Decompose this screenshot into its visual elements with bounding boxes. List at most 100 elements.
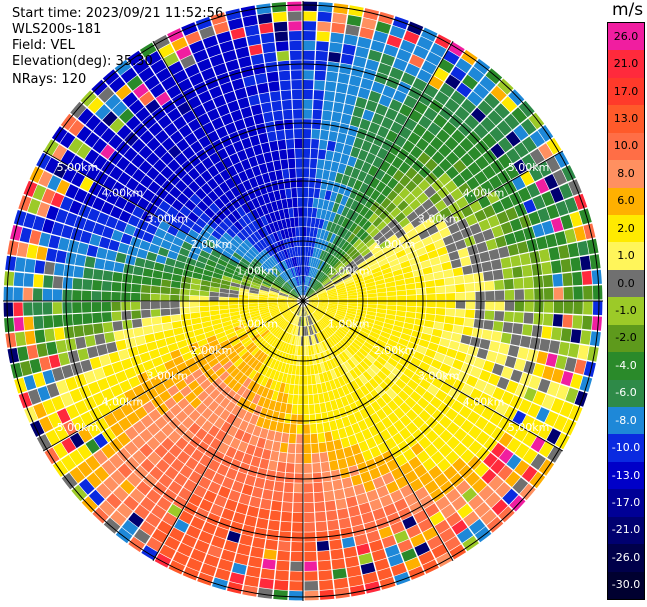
velocity-gate (26, 244, 38, 259)
velocity-gate (242, 15, 258, 27)
velocity-gate (212, 577, 228, 591)
velocity-gate (551, 217, 564, 233)
velocity-gate (248, 298, 258, 301)
velocity-gate (268, 293, 278, 297)
velocity-gate (297, 197, 303, 207)
velocity-gate (83, 192, 97, 207)
velocity-gate (410, 217, 423, 228)
velocity-gate (416, 345, 427, 355)
velocity-gate (390, 239, 401, 249)
velocity-gate (261, 102, 272, 113)
velocity-gate (368, 122, 380, 134)
velocity-gate (288, 158, 296, 169)
velocity-gate (276, 560, 290, 571)
velocity-gate (274, 580, 289, 591)
velocity-gate (348, 575, 364, 587)
velocity-gate (303, 285, 306, 296)
velocity-gate (262, 331, 271, 340)
velocity-gate (406, 295, 417, 301)
velocity-gate (246, 326, 256, 334)
velocity-gate (218, 517, 232, 530)
velocity-gate (196, 234, 208, 245)
velocity-gate (400, 260, 411, 269)
velocity-gate (273, 370, 280, 381)
velocity-gate (115, 84, 132, 100)
velocity-gate (308, 315, 312, 325)
velocity-gate (286, 248, 292, 258)
velocity-gate (256, 468, 268, 479)
velocity-gate (298, 395, 303, 405)
velocity-gate (284, 283, 292, 291)
velocity-gate (334, 587, 350, 599)
velocity-gate (350, 268, 360, 276)
velocity-gate (53, 442, 68, 459)
velocity-gate (174, 166, 187, 179)
velocity-gate (368, 49, 383, 62)
velocity-gate (286, 198, 293, 208)
velocity-gate (72, 278, 83, 290)
velocity-gate (268, 257, 277, 266)
velocity-gate (78, 204, 92, 219)
velocity-gate (204, 264, 215, 272)
velocity-gate (156, 459, 170, 473)
velocity-gate (409, 199, 421, 211)
velocity-gate (319, 189, 326, 200)
velocity-gate (299, 266, 302, 276)
velocity-gate (261, 365, 270, 376)
velocity-gate (386, 388, 397, 400)
velocity-gate (303, 89, 313, 100)
velocity-gate (335, 418, 344, 430)
velocity-gate (335, 313, 345, 319)
velocity-gate (142, 325, 154, 335)
velocity-gate (347, 308, 357, 312)
velocity-gate (248, 44, 263, 56)
velocity-gate (180, 313, 191, 321)
velocity-gate (263, 152, 273, 163)
velocity-gate (535, 178, 550, 194)
velocity-gate (374, 169, 386, 181)
velocity-gate (96, 483, 112, 499)
range-ring-label: 4.00km (102, 187, 144, 200)
velocity-gate (194, 539, 210, 554)
velocity-gate (285, 282, 293, 290)
velocity-gate (208, 459, 221, 472)
velocity-gate (396, 305, 407, 312)
velocity-gate (356, 543, 371, 556)
velocity-gate (353, 274, 363, 281)
velocity-gate (337, 215, 346, 226)
velocity-gate (195, 261, 206, 269)
velocity-gate (446, 293, 456, 301)
velocity-gate (523, 312, 534, 324)
velocity-gate (391, 156, 404, 169)
velocity-gate (406, 409, 418, 421)
velocity-gate (352, 323, 362, 330)
velocity-gate (413, 123, 427, 137)
velocity-gate (504, 232, 517, 246)
velocity-gate (308, 302, 318, 305)
velocity-gate (68, 119, 85, 137)
velocity-gate (384, 544, 400, 558)
velocity-gate (520, 170, 535, 186)
velocity-gate (284, 363, 290, 374)
velocity-gate (453, 442, 468, 457)
velocity-gate (231, 78, 245, 91)
velocity-gate (270, 244, 278, 254)
velocity-gate (436, 129, 450, 143)
velocity-gate (276, 317, 284, 325)
velocity-gate (151, 277, 162, 286)
velocity-gate (364, 416, 375, 428)
velocity-gate (233, 450, 245, 462)
velocity-gate (184, 132, 198, 146)
velocity-gate (111, 229, 124, 242)
velocity-gate (62, 167, 77, 183)
velocity-gate (288, 297, 298, 300)
velocity-gate (473, 58, 491, 75)
velocity-gate (101, 312, 112, 323)
velocity-gate (514, 460, 530, 476)
velocity-gate (445, 285, 456, 293)
velocity-gate (70, 227, 83, 242)
velocity-gate (244, 354, 254, 364)
velocity-gate (103, 176, 117, 191)
velocity-gate (353, 254, 363, 263)
velocity-gate (345, 134, 356, 146)
